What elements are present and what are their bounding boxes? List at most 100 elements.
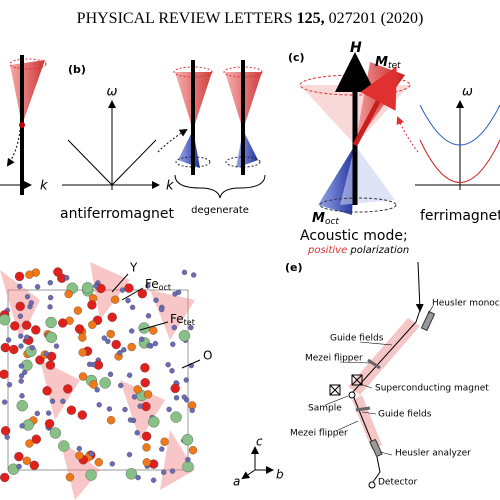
atom	[109, 461, 115, 467]
atom	[99, 377, 111, 389]
atom	[88, 320, 97, 329]
atom	[53, 267, 63, 277]
atom	[142, 443, 151, 452]
atom	[106, 416, 116, 425]
atom	[96, 402, 102, 408]
panel-d-labels: Y Feoct Fetet O c b a	[111, 261, 284, 489]
component-label: Mezei flipper	[305, 354, 363, 364]
atom	[170, 411, 182, 423]
polyhedron	[90, 262, 130, 320]
atom	[25, 439, 34, 448]
atom	[117, 350, 123, 356]
atom	[178, 330, 191, 342]
field-label: H	[350, 40, 362, 56]
polyhedron	[120, 380, 165, 440]
axis-label: k	[166, 179, 174, 194]
atom	[88, 451, 95, 457]
brace-label: degenerate	[191, 205, 249, 216]
panel-e: (e) Heusler monochr Guide fields Mezei f…	[285, 261, 500, 489]
atom	[22, 369, 28, 376]
atom	[107, 371, 114, 377]
atom	[47, 294, 54, 301]
atom	[81, 282, 94, 294]
panel-label: (c)	[288, 51, 305, 64]
atom	[122, 406, 128, 413]
atom	[159, 446, 165, 452]
atom	[137, 289, 147, 299]
atom	[145, 313, 152, 319]
atom	[24, 294, 31, 300]
axis-label: ω	[107, 85, 118, 100]
component-label: Heusler monochr	[432, 299, 500, 309]
panel-label: (b)	[68, 63, 86, 76]
atom	[139, 336, 145, 342]
atom	[183, 377, 189, 383]
axis-label: ω	[462, 85, 473, 100]
atom	[29, 345, 35, 351]
atom	[138, 322, 150, 334]
atom	[107, 312, 117, 322]
atom	[125, 297, 131, 304]
atom	[111, 339, 121, 350]
atom	[134, 430, 140, 436]
panel-a: k	[0, 55, 48, 195]
atom	[18, 378, 24, 384]
atom	[4, 434, 10, 440]
atom	[126, 451, 133, 458]
component-label: Guide fields	[378, 410, 432, 420]
atom	[15, 301, 25, 311]
axis-label: k	[40, 179, 48, 194]
atom	[143, 390, 153, 399]
atom	[0, 472, 10, 483]
atom	[118, 382, 124, 389]
caption: ferrimagnet	[420, 208, 500, 224]
atom	[18, 333, 24, 339]
atom	[21, 320, 32, 330]
atom	[19, 393, 25, 399]
atom	[73, 306, 83, 315]
atom	[149, 326, 158, 335]
atom	[165, 362, 171, 368]
atom	[146, 343, 152, 349]
atom	[14, 271, 25, 282]
atom	[60, 398, 66, 404]
atom	[188, 324, 194, 331]
atom	[126, 372, 133, 378]
atom	[35, 355, 45, 365]
axis-label: a	[233, 475, 240, 489]
atom	[0, 369, 9, 379]
atom	[119, 287, 126, 293]
atom	[175, 289, 182, 295]
axis-label: b	[276, 468, 284, 482]
atom	[181, 394, 187, 400]
atom	[160, 437, 169, 446]
atom	[58, 440, 70, 452]
atom	[170, 383, 180, 394]
polyhedron	[160, 430, 195, 490]
atom	[49, 398, 56, 404]
mode-label: Acoustic mode;	[300, 228, 408, 244]
atom	[106, 329, 115, 339]
atom	[78, 333, 87, 342]
atom	[7, 463, 20, 475]
atom	[94, 387, 100, 393]
atom	[18, 373, 25, 379]
component-label: Guide fields	[330, 334, 384, 344]
atom	[14, 451, 24, 462]
atom	[124, 283, 134, 293]
atom	[182, 460, 194, 473]
atom	[181, 269, 188, 276]
atom	[5, 337, 12, 343]
atom	[93, 283, 99, 289]
atom	[18, 363, 25, 369]
atom	[24, 334, 30, 340]
atom	[89, 380, 98, 389]
atom	[0, 342, 10, 353]
atom	[43, 351, 50, 357]
component-label: Detector	[378, 478, 418, 488]
atom	[2, 399, 8, 405]
atom	[28, 300, 34, 306]
cone-pair	[173, 60, 263, 175]
atom	[77, 410, 87, 420]
atom	[169, 468, 176, 474]
